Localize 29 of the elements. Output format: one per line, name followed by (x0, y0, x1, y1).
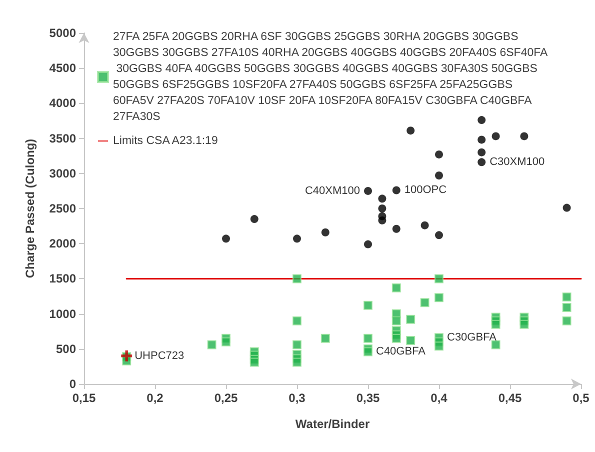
y-tick-label: 2500 (49, 202, 76, 216)
y-tick-label: 4500 (49, 61, 76, 76)
y-tick-label: 0 (69, 377, 76, 391)
y-tick-label: 1500 (49, 272, 76, 286)
annotation: C40XM100 (304, 184, 360, 197)
y-tick-label: 3000 (49, 166, 76, 180)
x-tick-label: 0,15 (72, 391, 96, 405)
x-tick-label: 0,4 (430, 391, 448, 405)
x-tick-label: 0,45 (498, 391, 522, 405)
y-tick-label: 1000 (49, 306, 76, 321)
x-tick-label: 0,3 (288, 391, 306, 405)
x-tick-label: 0,2 (146, 391, 164, 405)
x-tick-label: 0,5 (572, 391, 590, 405)
x-tick-label: 0,25 (214, 391, 238, 405)
y-tick-label: 4000 (49, 96, 76, 110)
y-tick-label: 5000 (49, 26, 76, 40)
y-tick-label: 3500 (49, 131, 76, 146)
y-tick-label: 2000 (49, 236, 76, 251)
y-tick-label: 500 (56, 342, 76, 356)
annotation: 100OPC (404, 184, 447, 196)
legend-label: 27FA 25FA 20GGBS 20RHA 6SF 30GGBS 25GGBS 30RHA 20GGBS 30GGBS 30GGBS 30GGBS 27FA10S 40RHA 20GGBS 40GGBS 40GGBS 20FA40S 6SF40FA 30GGBS 40FA 40GGBS 50GGBS 30GGBS 40GGBS 40GGBS 30FA30S 50GGBS 50GGBS 6SF25GGBS 10SF20FA 27FA40S 50GGBS 6SF25FA 25FA25GGBS 60FA5V 27FA20S 70FA10V 10SF 20FA 10SF20FA 80FA15V C30GBFA C40GBFA 27FA30S (113, 31, 548, 123)
legend-label: Limits CSA A23.1:19 (113, 135, 218, 147)
x-axis-title: Water/Binder (295, 417, 370, 431)
y-axis-title: Charge Passed (Culong) (23, 138, 37, 278)
x-tick-label: 0,35 (356, 391, 380, 405)
annotation: C30XM100 (490, 156, 545, 168)
annotation: C30GBFA (447, 332, 498, 344)
annotation: UHPC723 (134, 350, 184, 362)
annotation: C40GBFA (376, 346, 426, 358)
